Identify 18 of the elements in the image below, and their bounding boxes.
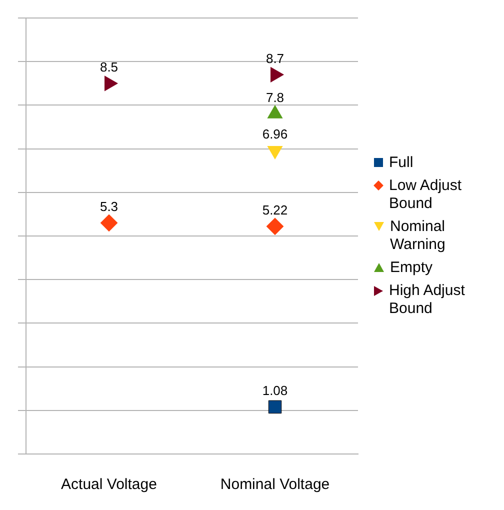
data-label: 8.5 [100,59,118,74]
point [100,214,118,232]
data-label: 6.96 [262,126,288,142]
data-label: 8.7 [266,50,284,66]
legend-label: Low Adjust Bound [389,176,463,212]
point [266,218,284,235]
legend-label: Nominal Warning [390,218,446,254]
data-label: 7.8 [266,90,284,105]
data-label: 5.3 [100,199,118,214]
x-tick-label: Nominal Voltage [220,476,330,494]
legend-label: Empty [390,258,434,276]
legend-label: High Adjust Bound [389,282,466,318]
data-label: 5.22 [262,202,288,218]
point [268,400,282,414]
legend-label: Full [389,154,414,172]
x-tick-label: Actual Voltage [61,476,157,494]
data-label: 1.08 [262,382,288,398]
point [104,76,118,91]
